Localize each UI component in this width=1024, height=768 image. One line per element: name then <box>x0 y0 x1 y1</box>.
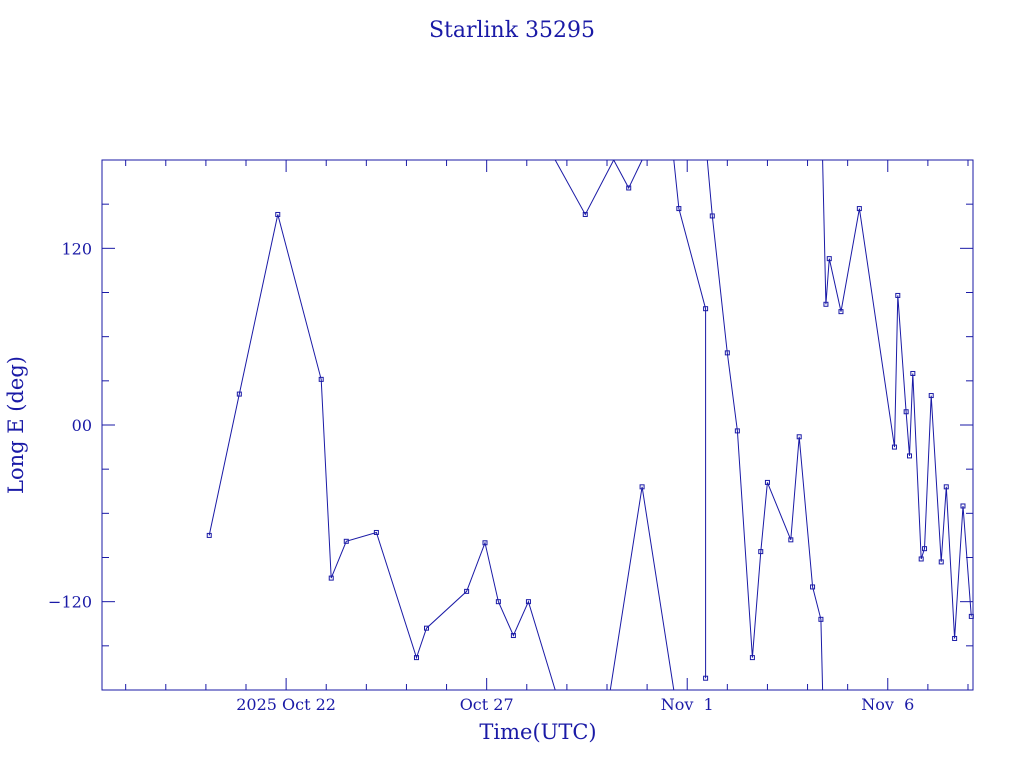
data-point <box>968 613 974 619</box>
data-point <box>903 409 909 415</box>
y-tick-label: −120 <box>48 593 92 612</box>
data-point <box>910 370 916 376</box>
data-point <box>703 675 709 681</box>
data-point <box>328 575 334 581</box>
series-lines <box>208 159 972 691</box>
data-point <box>275 211 281 217</box>
data-point <box>960 503 966 509</box>
data-point <box>918 556 924 562</box>
data-point <box>823 301 829 307</box>
data-point <box>413 655 419 661</box>
data-point <box>922 546 928 552</box>
x-tick-label: Nov 6 <box>861 695 914 714</box>
data-point <box>464 588 470 594</box>
x-tick-label: 2025 Oct 22 <box>236 695 336 714</box>
data-point <box>810 584 816 590</box>
series-line <box>706 159 824 691</box>
series-line <box>673 159 707 679</box>
data-point <box>764 479 770 485</box>
data-point <box>206 532 212 538</box>
data-point <box>891 444 897 450</box>
data-point <box>318 376 324 382</box>
data-point <box>639 484 645 490</box>
series-line <box>208 214 556 691</box>
x-tick-label: Nov 1 <box>661 695 714 714</box>
data-point <box>788 537 794 543</box>
series-markers <box>206 185 974 681</box>
data-point <box>724 350 730 356</box>
data-point <box>495 599 501 605</box>
series-line <box>554 159 615 216</box>
data-point <box>758 549 764 555</box>
x-axis-label: Time(UTC) <box>479 720 596 744</box>
data-point <box>796 434 802 440</box>
data-point <box>343 538 349 544</box>
data-point <box>510 633 516 639</box>
data-point <box>582 211 588 217</box>
y-tick-labels: −120 00 120 <box>48 239 92 611</box>
data-point <box>626 185 632 191</box>
data-point <box>818 616 824 622</box>
data-point <box>895 292 901 298</box>
data-point <box>236 391 242 397</box>
data-point <box>709 213 715 219</box>
data-point <box>424 625 430 631</box>
data-point <box>373 529 379 535</box>
data-point <box>838 309 844 315</box>
data-point <box>928 393 934 399</box>
data-point <box>943 484 949 490</box>
data-point <box>703 306 709 312</box>
data-point <box>856 206 862 212</box>
x-tick-labels: 2025 Oct 22 Oct 27 Nov 1 Nov 6 <box>236 695 914 714</box>
y-tick-label: 00 <box>72 416 92 435</box>
data-point <box>525 599 531 605</box>
data-point <box>938 559 944 565</box>
data-point <box>676 206 682 212</box>
data-point <box>482 540 488 546</box>
series-line <box>613 159 643 190</box>
data-point <box>826 256 832 262</box>
data-point <box>952 635 958 641</box>
data-point <box>734 428 740 434</box>
y-axis-label: Long E (deg) <box>4 356 28 494</box>
data-point <box>906 453 912 459</box>
series-line <box>609 486 675 691</box>
series-line <box>822 159 972 639</box>
x-tick-label: Oct 27 <box>460 695 514 714</box>
data-point <box>749 655 755 661</box>
axis-ticks <box>102 160 973 690</box>
y-tick-label: 120 <box>61 239 92 258</box>
chart-title: Starlink 35295 <box>429 18 595 43</box>
